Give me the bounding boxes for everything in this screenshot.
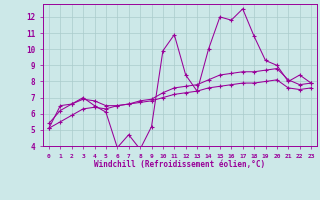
X-axis label: Windchill (Refroidissement éolien,°C): Windchill (Refroidissement éolien,°C): [94, 160, 266, 169]
